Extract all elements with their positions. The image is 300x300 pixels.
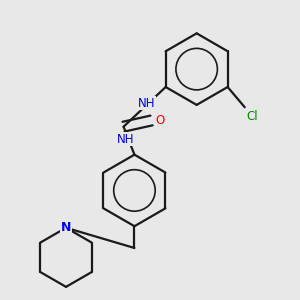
- Text: O: O: [155, 114, 164, 127]
- Text: NH: NH: [117, 133, 135, 146]
- Text: N: N: [61, 221, 71, 234]
- Text: Cl: Cl: [246, 110, 258, 123]
- Text: NH: NH: [137, 97, 155, 110]
